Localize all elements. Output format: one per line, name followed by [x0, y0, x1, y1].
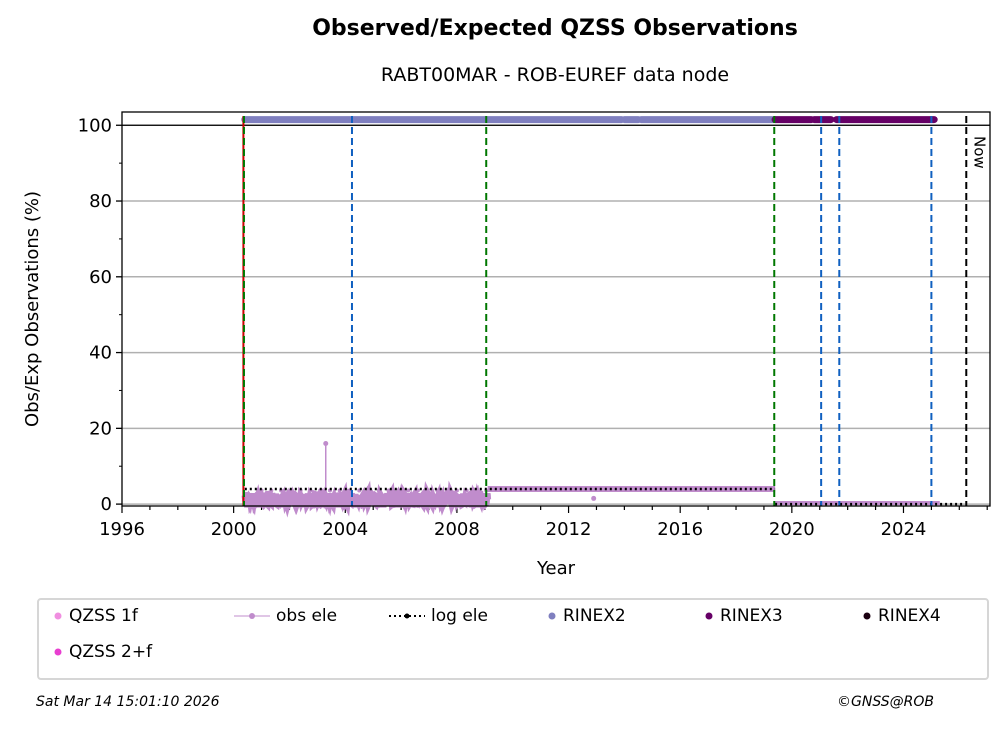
y-tick-label: 40	[89, 343, 112, 364]
x-tick-label: 2024	[881, 519, 927, 540]
y-tick-label: 20	[89, 418, 112, 439]
y-tick-label: 0	[101, 494, 112, 515]
now-label: Now	[970, 136, 988, 169]
legend-label: RINEX2	[563, 606, 626, 626]
x-tick-label: 2020	[769, 519, 815, 540]
legend-marker-icon	[547, 606, 557, 626]
x-tick-label: 2016	[657, 519, 703, 540]
obs-ele-point	[406, 488, 411, 493]
obs-ele-point	[376, 488, 381, 493]
legend-item: RINEX2	[547, 606, 626, 626]
obs-ele-point	[386, 488, 391, 493]
timestamp: Sat Mar 14 15:01:10 2026	[36, 694, 220, 710]
legend-label: QZSS 1f	[69, 606, 138, 626]
x-tick-label: 2008	[434, 519, 480, 540]
chart-title: Observed/Expected QZSS Observations	[312, 16, 798, 41]
y-tick-label: 80	[89, 191, 112, 212]
legend-item: RINEX4	[862, 606, 941, 626]
obs-ele-point	[323, 440, 329, 446]
chart-subtitle: RABT00MAR - ROB-EUREF data node	[380, 64, 730, 86]
legend-marker-icon	[53, 606, 63, 626]
legend-item: QZSS 1f	[53, 606, 138, 626]
legend-item: QZSS 2+f	[53, 642, 152, 662]
legend-item: obs ele	[234, 606, 337, 626]
legend-marker-icon	[389, 606, 425, 626]
legend-marker-icon	[862, 606, 872, 626]
x-axis-label: Year	[536, 558, 576, 579]
obs-ele-point	[396, 488, 401, 493]
legend-label: log ele	[431, 606, 488, 626]
x-tick-label: 2012	[546, 519, 592, 540]
credit: ©GNSS@ROB	[837, 694, 934, 710]
y-tick-label: 100	[78, 115, 112, 136]
y-axis-label: Obs/Exp Observations (%)	[22, 191, 43, 427]
y-tick-label: 60	[89, 267, 112, 288]
axes-frame	[121, 111, 991, 507]
legend-marker-icon	[704, 606, 714, 626]
x-tick-label: 2004	[322, 519, 368, 540]
plot-area: 0 20 40 60 80 100 1996 2000 2004 2008 2012 2016 2020…	[22, 111, 991, 579]
legend: QZSS 1f QZSS 2+f obs ele log ele RINEX2 RINEX…	[37, 598, 989, 680]
legend-marker-icon	[53, 642, 63, 662]
x-tick-label: 1996	[99, 519, 145, 540]
legend-label: RINEX4	[878, 606, 941, 626]
legend-label: obs ele	[276, 606, 338, 626]
x-tick-label: 2000	[211, 519, 257, 540]
legend-label: RINEX3	[720, 606, 783, 626]
obs-ele-point	[591, 495, 597, 501]
legend-marker-icon	[234, 606, 270, 626]
legend-label: QZSS 2+f	[69, 642, 153, 662]
obs-ele-series	[241, 480, 492, 518]
legend-item: RINEX3	[704, 606, 783, 626]
obs-ele-point	[415, 488, 420, 493]
legend-item: log ele	[389, 606, 488, 626]
